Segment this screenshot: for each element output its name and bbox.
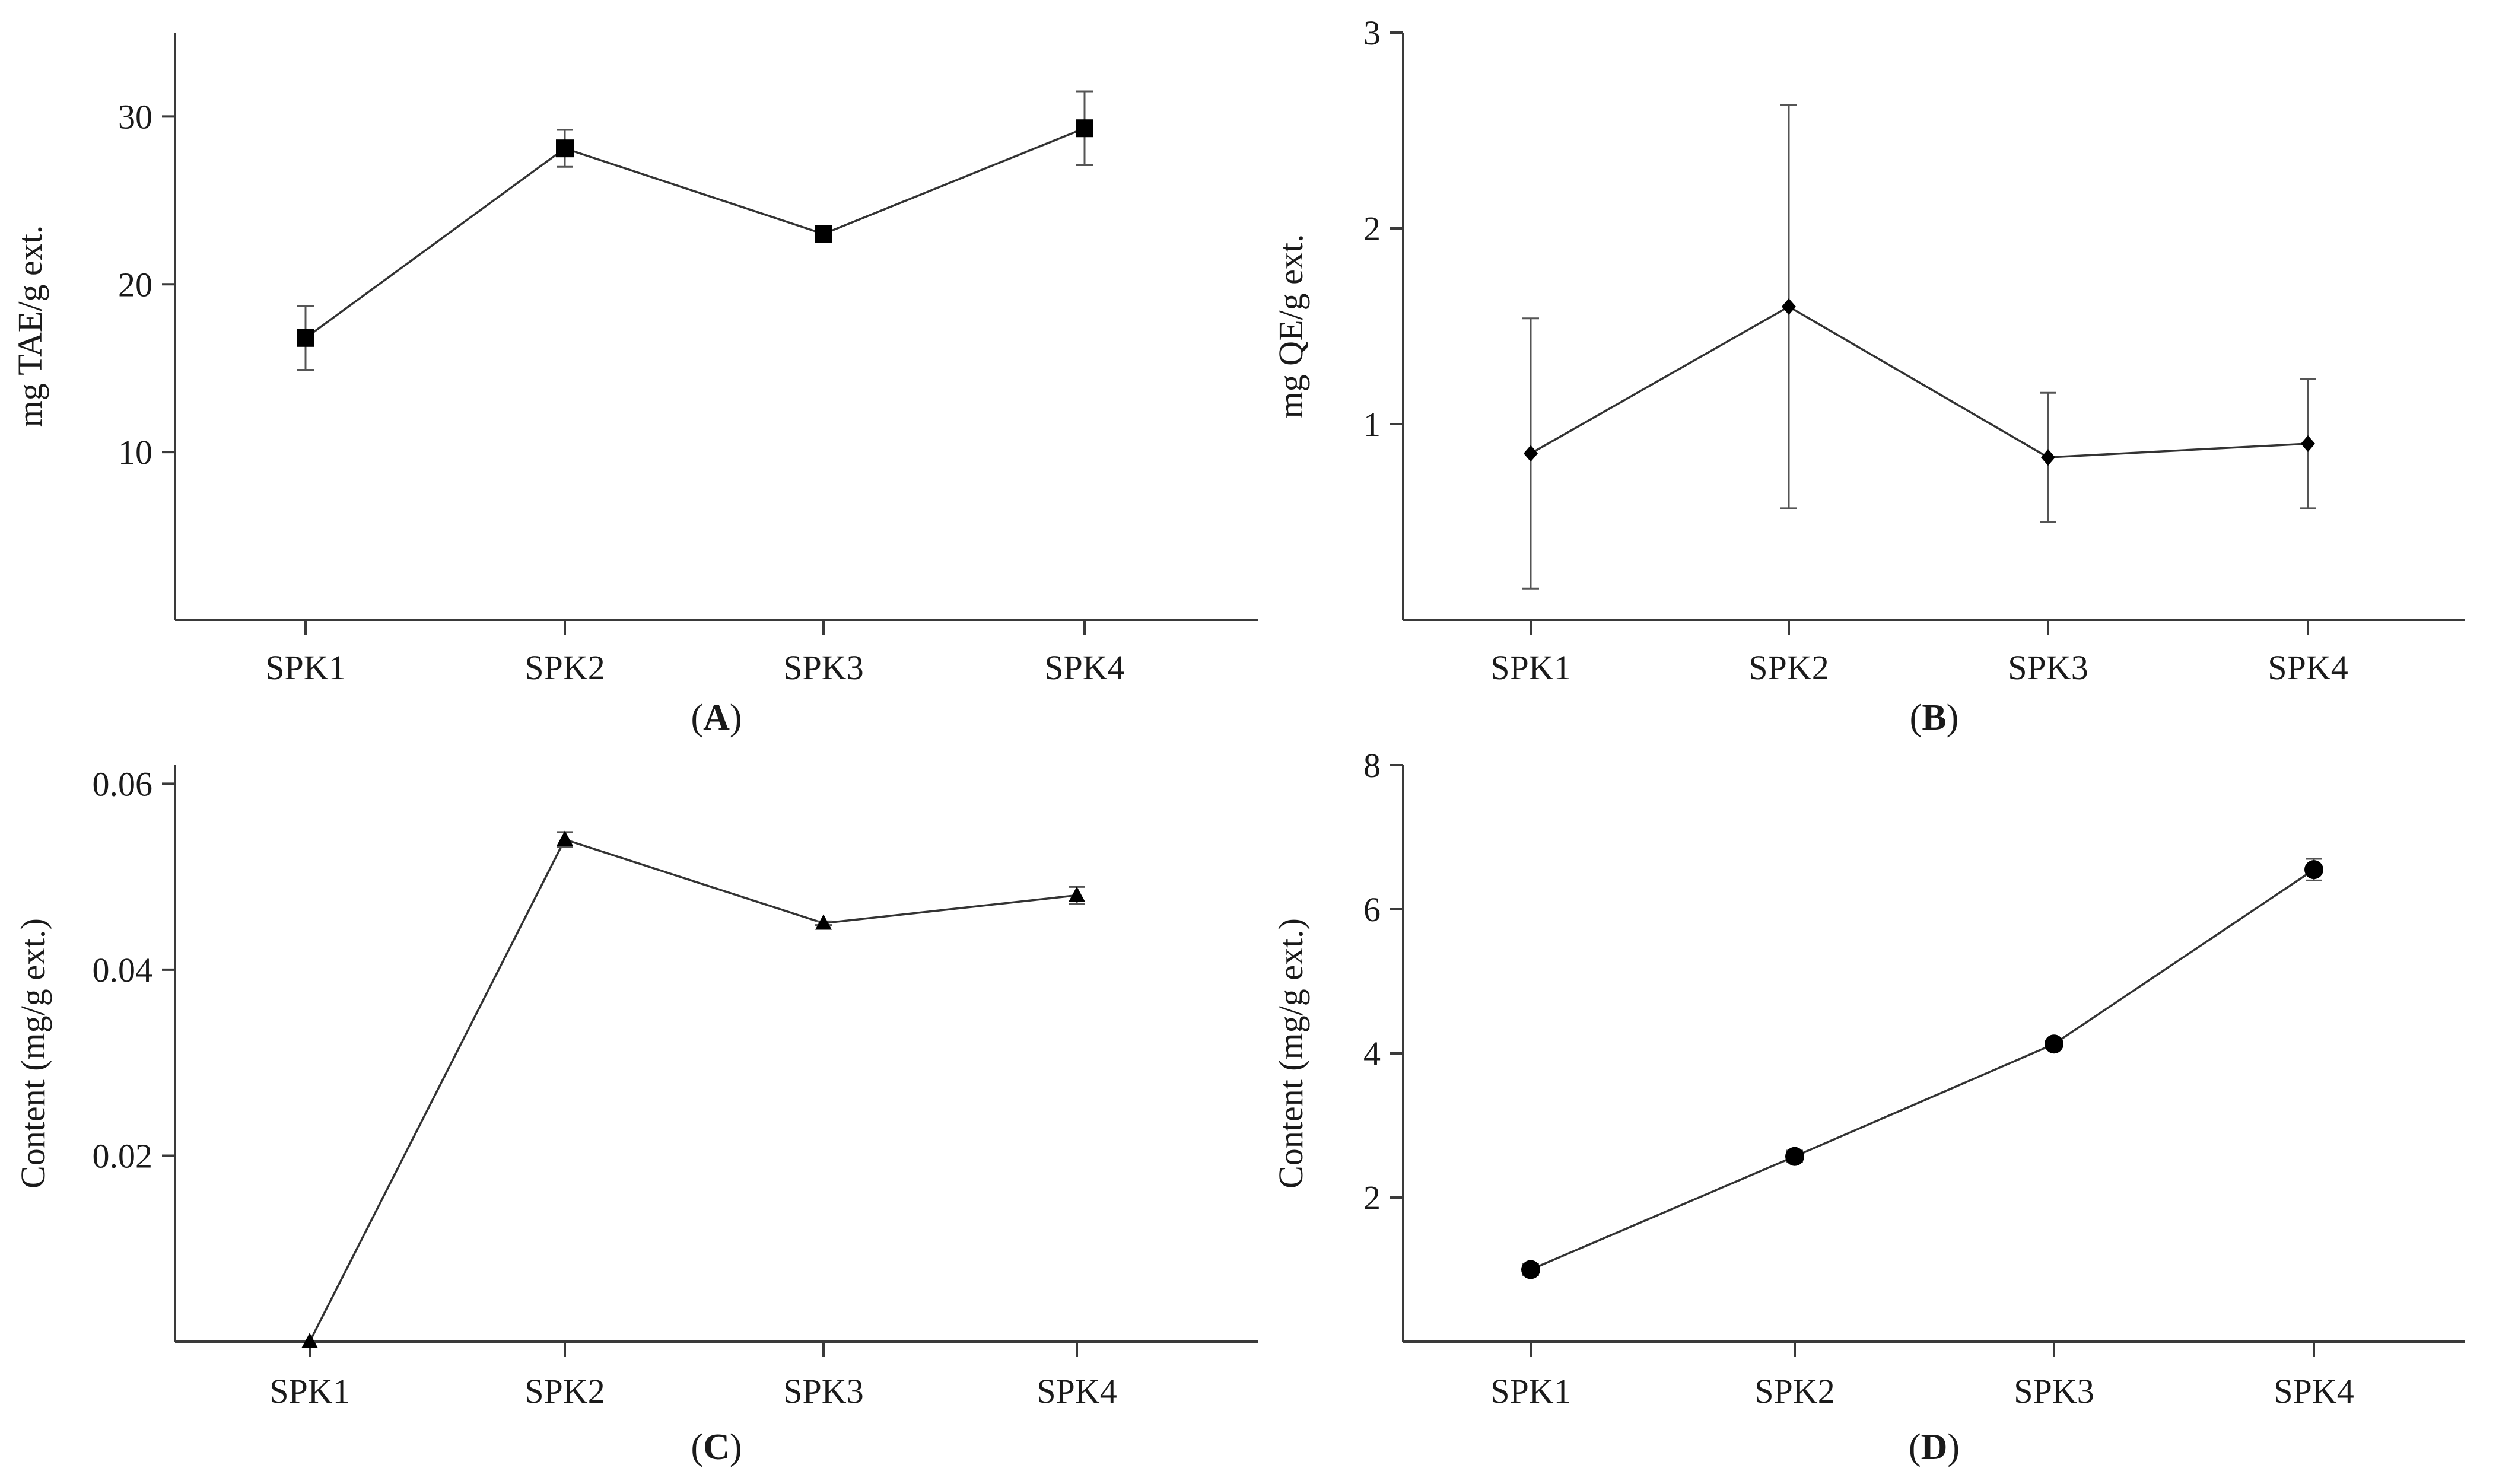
data-point-1 xyxy=(1524,445,1538,462)
y-tick-label: 2 xyxy=(1363,209,1381,248)
x-tick-label: SPK1 xyxy=(269,1372,349,1410)
x-tick-label: SPK3 xyxy=(2008,648,2088,687)
y-tick-label: 2 xyxy=(1363,1179,1381,1217)
y-tick-label: 8 xyxy=(1363,746,1381,785)
y-axis-label: Content (mg/g ext.) xyxy=(1271,918,1310,1189)
y-tick-label: 0.06 xyxy=(93,765,153,803)
x-tick-label: SPK4 xyxy=(1044,648,1124,687)
x-tick-label: SPK4 xyxy=(2274,1372,2354,1410)
series-line xyxy=(309,838,1077,1342)
x-tick-label: SPK4 xyxy=(1036,1372,1117,1410)
data-point-1 xyxy=(301,1333,318,1348)
panel-label: (C) xyxy=(691,1427,742,1467)
y-axis-label: mg QE/g ext. xyxy=(1271,234,1310,419)
data-point-3 xyxy=(815,914,832,930)
data-point-2 xyxy=(1785,1147,1804,1166)
panel-label: (A) xyxy=(691,698,742,738)
data-point-4 xyxy=(2301,435,2315,452)
data-point-3 xyxy=(2045,1034,2063,1054)
data-point-3 xyxy=(815,225,832,243)
series-line xyxy=(1530,305,2309,458)
series-line xyxy=(304,127,1085,339)
y-tick-label: 30 xyxy=(118,97,152,136)
y-tick-label: 0.02 xyxy=(93,1136,153,1175)
x-tick-label: SPK4 xyxy=(2268,648,2348,687)
x-tick-label: SPK3 xyxy=(783,1372,863,1410)
y-tick-label: 6 xyxy=(1363,890,1381,929)
y-tick-label: 4 xyxy=(1363,1034,1381,1073)
x-tick-label: SPK1 xyxy=(1490,1372,1570,1410)
data-point-2 xyxy=(1782,298,1796,315)
y-axis-label: mg TAE/g ext. xyxy=(11,225,49,428)
data-point-2 xyxy=(556,139,574,158)
data-point-4 xyxy=(2304,860,2323,880)
y-tick-label: 10 xyxy=(118,433,152,472)
y-tick-label: 20 xyxy=(118,265,152,304)
series-line xyxy=(1530,868,2314,1271)
panel-label: (D) xyxy=(1909,1427,1960,1467)
panel-c: 0.02 0.04 0.06 SPK1 SPK2 SPK3 SPK4 Content (mg/… xyxy=(14,765,1258,1467)
y-axis-label: Content (mg/g ext.) xyxy=(14,918,52,1189)
x-tick-label: SPK2 xyxy=(1754,1372,1834,1410)
data-point-4 xyxy=(1069,886,1085,902)
x-tick-label: SPK1 xyxy=(265,648,345,687)
panel-a: 10 20 30 SPK1 SPK2 SPK3 SPK4 mg TAE/g ext. (A) xyxy=(11,33,1258,738)
data-point-1 xyxy=(1521,1260,1540,1279)
x-tick-label: SPK2 xyxy=(1748,648,1829,687)
y-tick-label: 1 xyxy=(1363,405,1381,444)
data-point-4 xyxy=(1076,119,1093,138)
y-tick-label: 0.04 xyxy=(93,951,153,989)
x-tick-label: SPK3 xyxy=(783,648,863,687)
x-tick-label: SPK1 xyxy=(1490,648,1570,687)
panel-d: 2 4 6 8 SPK1 SPK2 SPK3 SPK4 Content (mg/g ext.) (… xyxy=(1271,746,2465,1467)
data-point-2 xyxy=(557,830,573,846)
x-tick-label: SPK2 xyxy=(524,648,605,687)
panel-label: (B) xyxy=(1910,698,1959,738)
x-tick-label: SPK2 xyxy=(524,1372,605,1410)
data-point-1 xyxy=(297,329,314,347)
y-tick-label: 3 xyxy=(1363,14,1381,52)
panel-b: 1 2 3 SPK1 SPK2 SPK3 SPK4 mg QE/g ext. (B) xyxy=(1271,14,2465,738)
x-tick-label: SPK3 xyxy=(2014,1372,2094,1410)
data-point-3 xyxy=(2041,449,2055,466)
